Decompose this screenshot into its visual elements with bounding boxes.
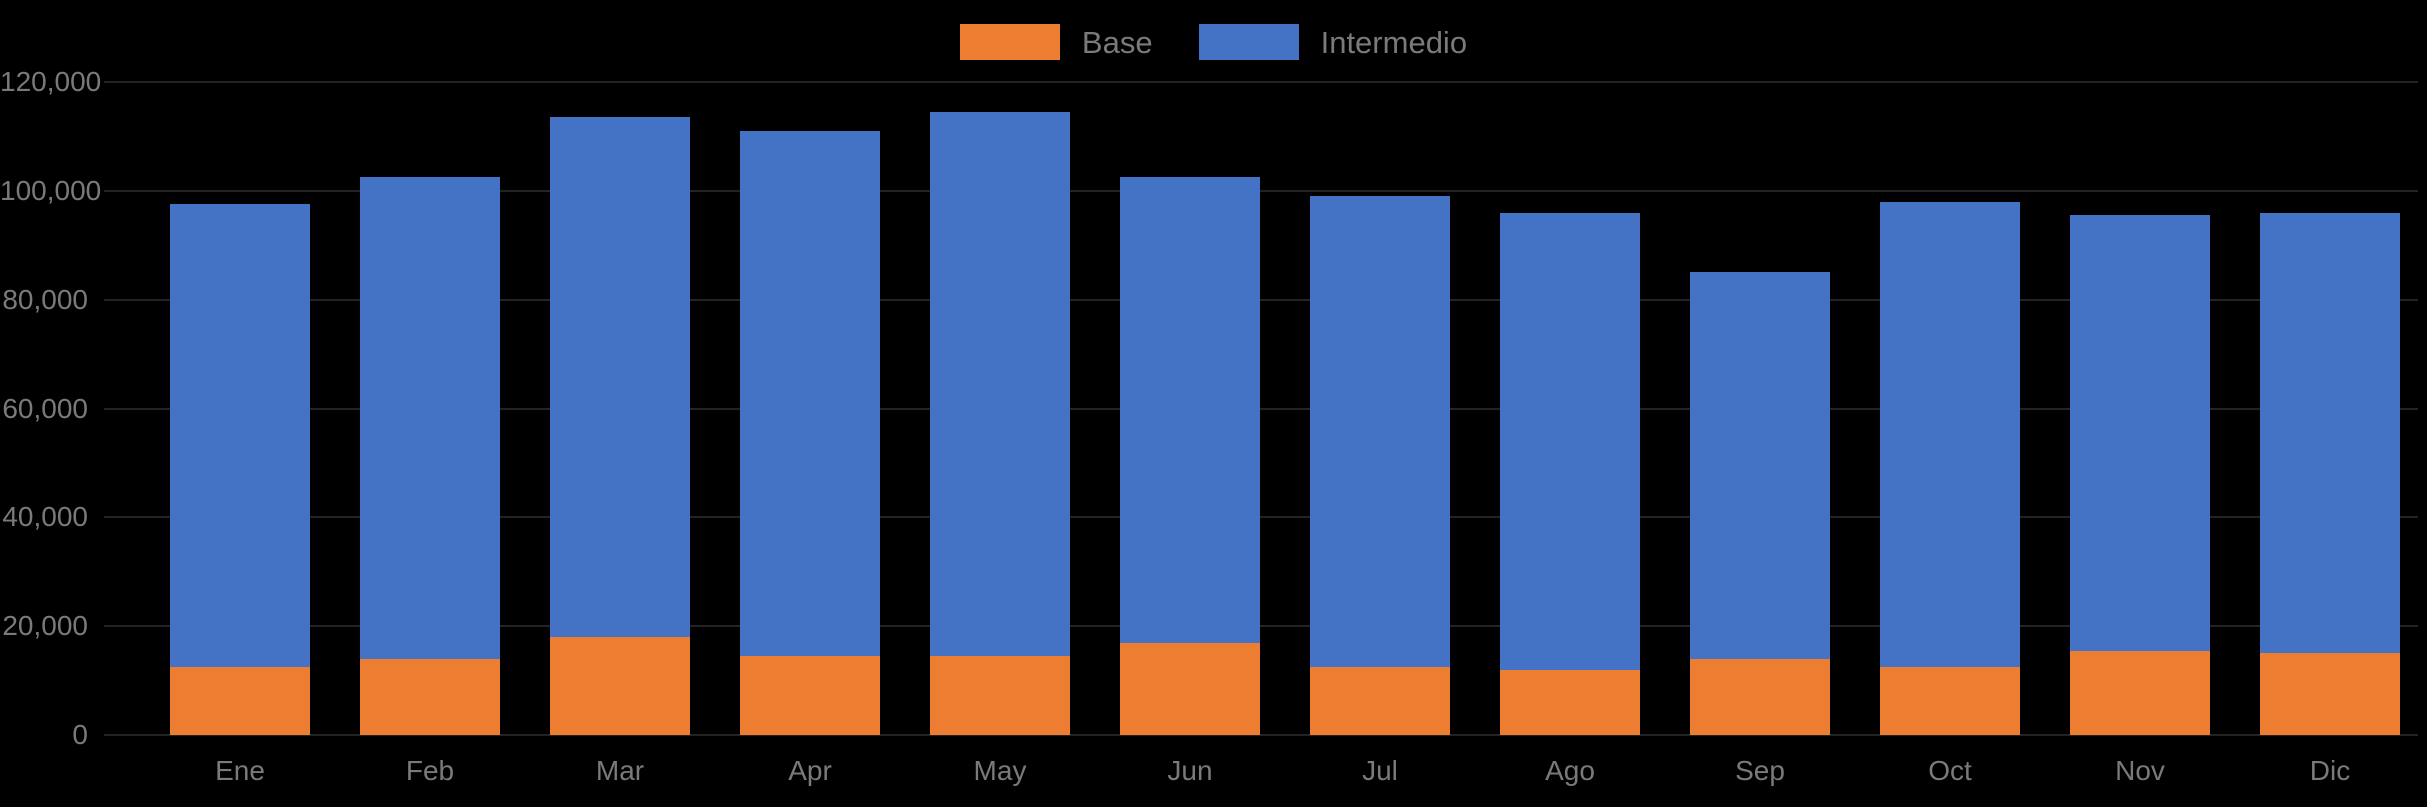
x-axis-tick-label-feb: Feb [405, 755, 455, 786]
bar-segment-base-nov [2070, 650, 2210, 735]
x-axis-tick-label-jul: Jul [1362, 755, 1398, 786]
gridline-80,000 [104, 298, 2418, 301]
bar-segment-base-ago [1500, 669, 1640, 735]
y-axis-tick-label: 100,000 [0, 174, 102, 206]
bar-stack-may [930, 111, 1070, 735]
bar-segment-intermedio-may [930, 111, 1070, 657]
bar-segment-base-ene [170, 666, 310, 735]
bar-segment-intermedio-dic [2260, 212, 2400, 654]
bar-stack-sep [1690, 272, 1830, 735]
bar-segment-intermedio-sep [1690, 272, 1830, 659]
chart-legend: Base Intermedio [0, 24, 2427, 60]
x-axis-tick-label-dic: Dic [2309, 755, 2351, 786]
bar-segment-intermedio-apr [740, 131, 880, 657]
legend-label-base: Base [1081, 24, 1153, 60]
x-axis-tick-label-apr: Apr [788, 755, 832, 786]
bar-stack-jun [1120, 177, 1260, 735]
bar-stack-dic [2260, 212, 2400, 735]
legend-item-base: Base [959, 24, 1153, 60]
bar-segment-base-jun [1120, 642, 1260, 735]
legend-swatch-intermedio-icon [1198, 24, 1299, 60]
x-axis-tick-label-may: May [973, 755, 1027, 786]
bar-segment-intermedio-mar [550, 117, 690, 638]
bar-stack-ago [1500, 212, 1640, 735]
legend-item-intermedio: Intermedio [1198, 24, 1468, 60]
bar-segment-intermedio-jul [1310, 196, 1450, 667]
y-axis-tick-label: 80,000 [2, 283, 88, 315]
bar-segment-base-may [930, 656, 1070, 735]
y-axis-tick-label: 0 [72, 719, 88, 750]
y-axis-tick-label: 20,000 [2, 610, 88, 642]
bar-segment-base-dic [2260, 653, 2400, 735]
x-axis-tick-label-oct: Oct [1928, 755, 1972, 786]
bar-segment-intermedio-oct [1880, 201, 2020, 667]
x-axis-tick-label-jun: Jun [1167, 755, 1213, 786]
legend-label-intermedio: Intermedio [1320, 24, 1468, 60]
gridline-20,000 [104, 625, 2418, 628]
bar-segment-intermedio-ago [1500, 212, 1640, 670]
gridline-0 [104, 734, 2418, 736]
bar-stack-ene [170, 204, 310, 735]
bar-stack-apr [740, 131, 880, 735]
bar-segment-intermedio-feb [360, 177, 500, 659]
x-axis-tick-label-sep: Sep [1735, 755, 1785, 786]
bar-stack-feb [360, 177, 500, 735]
bar-segment-base-jul [1310, 666, 1450, 735]
bar-segment-base-mar [550, 637, 690, 735]
x-axis-tick-label-nov: Nov [2115, 755, 2165, 786]
y-axis-tick-label: 120,000 [0, 66, 102, 97]
bar-segment-base-oct [1880, 666, 2020, 735]
bar-stack-mar [550, 117, 690, 735]
y-axis-tick-label: 60,000 [2, 392, 88, 424]
x-axis-tick-label-mar: Mar [595, 755, 645, 786]
bar-segment-base-apr [740, 656, 880, 735]
x-axis-tick-label-ago: Ago [1545, 755, 1595, 786]
bar-segment-intermedio-nov [2070, 215, 2210, 651]
bar-segment-intermedio-ene [170, 204, 310, 667]
gridline-120,000 [104, 81, 2418, 83]
bar-segment-base-sep [1690, 658, 1830, 735]
legend-swatch-base-icon [959, 24, 1060, 60]
bar-segment-base-feb [360, 658, 500, 735]
gridline-40,000 [104, 516, 2418, 519]
bar-stack-jul [1310, 196, 1450, 735]
gridline-60,000 [104, 407, 2418, 410]
bar-stack-oct [1880, 201, 2020, 735]
bar-segment-intermedio-jun [1120, 177, 1260, 643]
bar-stack-nov [2070, 215, 2210, 735]
y-axis-tick-label: 40,000 [2, 501, 88, 533]
gridline-100,000 [104, 189, 2418, 192]
x-axis-tick-label-ene: Ene [215, 755, 265, 786]
